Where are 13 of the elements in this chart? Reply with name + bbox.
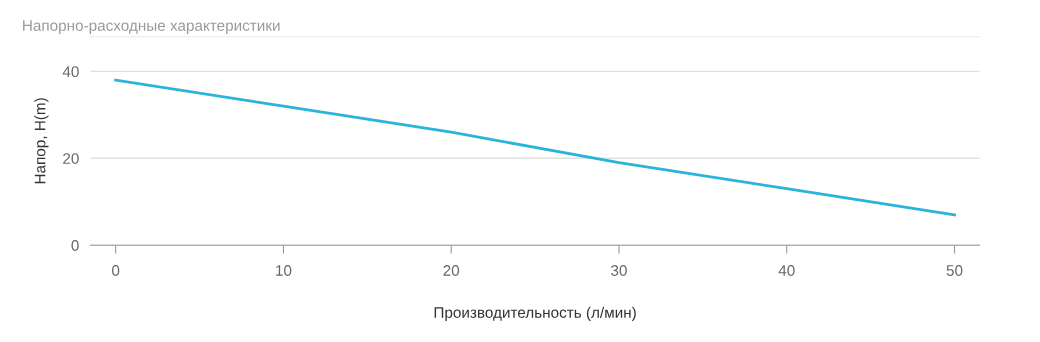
x-tick-label: 30	[611, 265, 627, 276]
x-tick-label: 40	[778, 265, 795, 276]
x-tick-label: 50	[946, 265, 963, 276]
x-tick-label: 20	[443, 265, 460, 276]
x-tick-label: 10	[276, 265, 292, 276]
y-tick-label: 0	[71, 240, 79, 251]
y-tick-label: 40	[62, 66, 79, 78]
x-tick-label: 0	[111, 265, 120, 276]
x-axis-title: Производительность (л/мин)	[434, 306, 636, 321]
chart-title: Напорно-расходные характеристики	[23, 20, 280, 34]
y-axis-title: Напор, H(m)	[34, 98, 49, 184]
y-tick-label: 20	[63, 153, 79, 164]
line-series	[114, 78, 956, 217]
